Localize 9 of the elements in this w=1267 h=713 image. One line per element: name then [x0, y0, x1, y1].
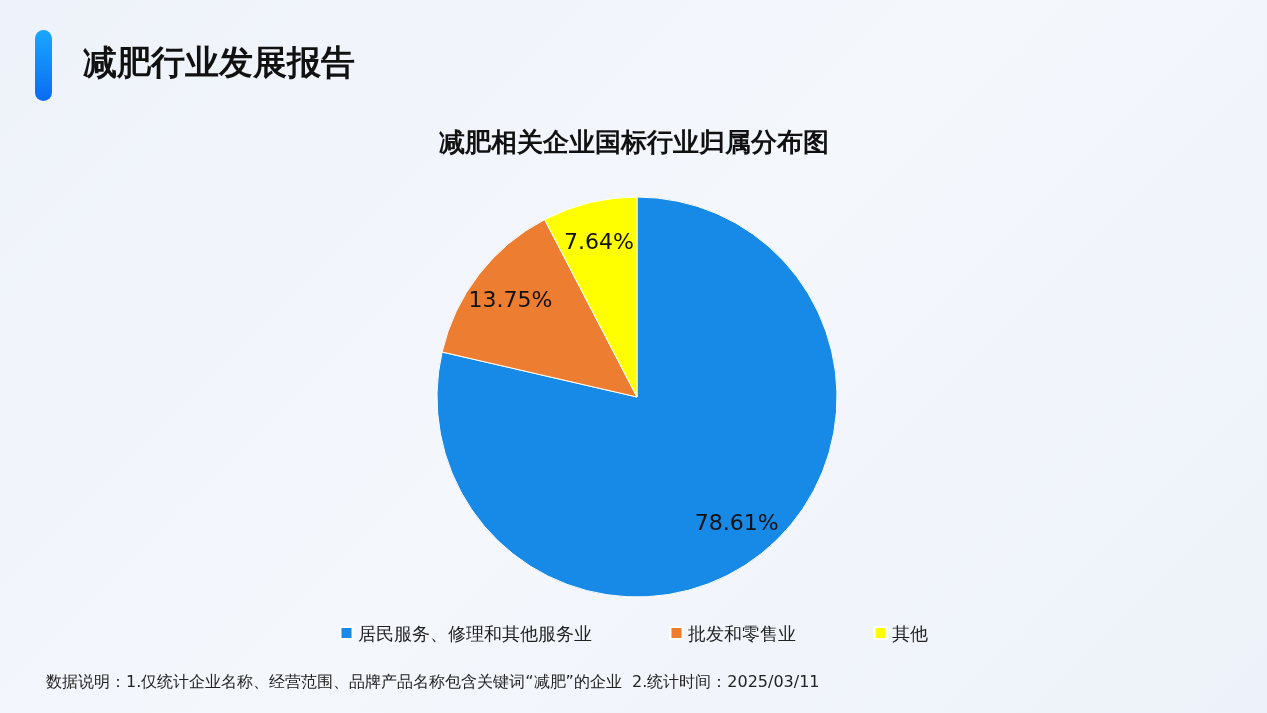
data-label: 78.61% — [694, 509, 779, 535]
text: 数据说明：1.仅统计企业名称、经营范围、品牌产品名称包含关键词“减肥”的企业 2.统计时间：2025/03/11 — [46, 671, 820, 691]
legend-label: 批发和零售业 — [687, 622, 796, 644]
chart-title: 减肥行业发展报告 — [83, 42, 355, 82]
legend-label: 居民服务、修理和其他服务业 — [357, 622, 592, 644]
legend-label: 其他 — [891, 622, 928, 644]
data-label: 7.64% — [564, 229, 634, 255]
data-label: 13.75% — [468, 286, 553, 312]
chart-subtitle: 减肥相关企业国标行业归属分布图 — [438, 127, 829, 157]
